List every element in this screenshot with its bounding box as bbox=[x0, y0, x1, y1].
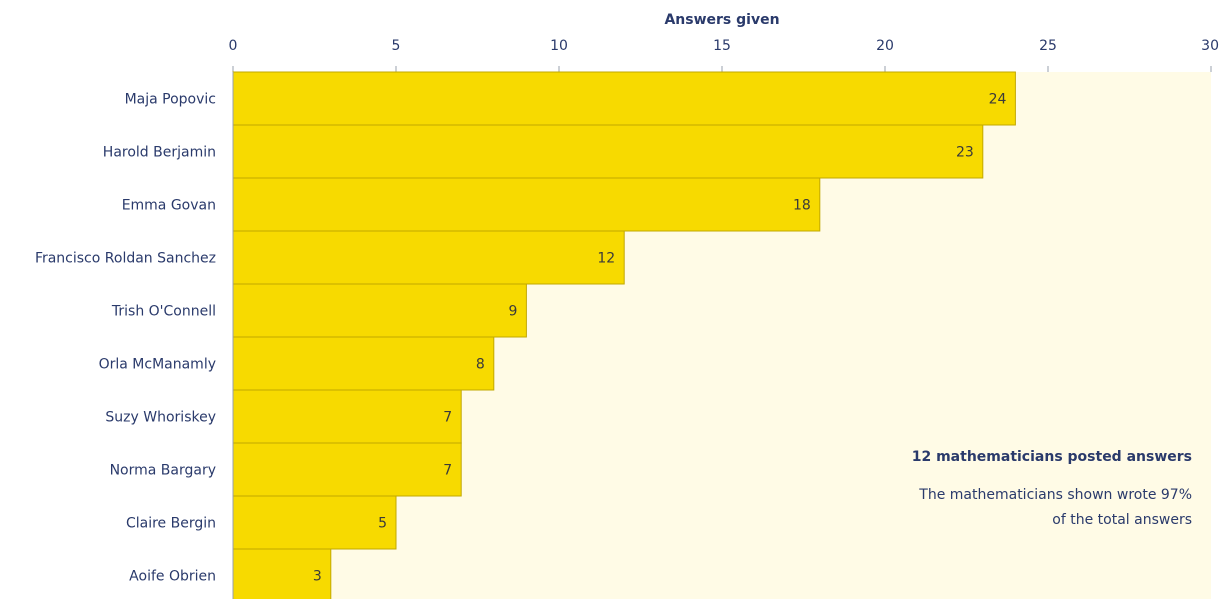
x-tick-label: 10 bbox=[550, 38, 568, 54]
x-tick-label: 15 bbox=[713, 38, 731, 54]
x-tick-label: 0 bbox=[229, 38, 238, 54]
value-label: 9 bbox=[508, 304, 517, 320]
value-label: 8 bbox=[476, 357, 485, 373]
bar bbox=[232, 283, 527, 338]
x-axis-ticks: 0 5 10 15 20 25 30 bbox=[229, 38, 1219, 72]
category-label: Suzy Whoriskey bbox=[105, 410, 216, 426]
category-label: Emma Govan bbox=[122, 198, 216, 214]
bar bbox=[232, 177, 821, 232]
value-label: 12 bbox=[597, 251, 615, 267]
annotation-line-1: The mathematicians shown wrote 97% bbox=[918, 487, 1192, 503]
value-label: 7 bbox=[443, 410, 452, 426]
value-label: 5 bbox=[378, 516, 387, 532]
value-label: 3 bbox=[313, 569, 322, 585]
value-label: 7 bbox=[443, 463, 452, 479]
bar bbox=[232, 442, 462, 497]
category-label: Claire Bergin bbox=[126, 516, 216, 532]
bar bbox=[232, 336, 495, 391]
value-labels: 24 23 18 12 9 8 7 7 5 3 bbox=[313, 92, 1007, 585]
value-label: 24 bbox=[989, 92, 1007, 108]
category-label: Trish O'Connell bbox=[111, 304, 216, 320]
bar bbox=[232, 495, 397, 550]
value-label: 23 bbox=[956, 145, 974, 161]
category-label: Norma Bargary bbox=[110, 463, 216, 479]
bars bbox=[232, 71, 1016, 599]
value-label: 18 bbox=[793, 198, 811, 214]
category-label: Francisco Roldan Sanchez bbox=[35, 251, 216, 267]
x-tick-label: 5 bbox=[392, 38, 401, 54]
annotation-title: 12 mathematicians posted answers bbox=[912, 449, 1192, 465]
annotation-line-2: of the total answers bbox=[1052, 512, 1192, 528]
category-label: Aoife Obrien bbox=[129, 569, 216, 585]
category-label: Harold Berjamin bbox=[103, 145, 216, 161]
category-labels: Maja Popovic Harold Berjamin Emma Govan Fra… bbox=[35, 92, 216, 585]
bar bbox=[232, 389, 462, 444]
category-label: Maja Popovic bbox=[125, 92, 216, 108]
bar bbox=[232, 71, 1016, 126]
x-tick-label: 20 bbox=[876, 38, 894, 54]
x-tick-label: 25 bbox=[1039, 38, 1057, 54]
category-label: Orla McManamly bbox=[99, 357, 216, 373]
x-tick-label: 30 bbox=[1201, 38, 1219, 54]
bar bbox=[232, 230, 625, 285]
bar bbox=[232, 124, 984, 179]
x-axis-title: Answers given bbox=[664, 12, 779, 28]
